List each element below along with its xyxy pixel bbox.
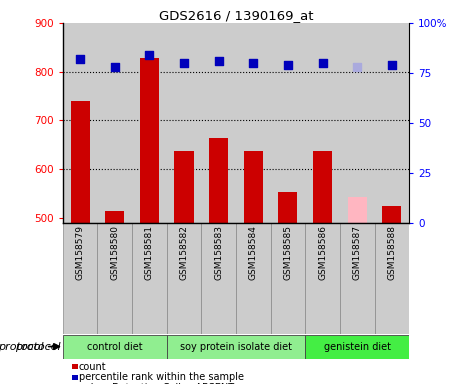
Bar: [236, 223, 271, 334]
Bar: [209, 139, 228, 223]
Text: GSM158583: GSM158583: [214, 225, 223, 280]
Bar: [140, 58, 159, 223]
Bar: [105, 210, 124, 223]
Bar: [174, 151, 193, 223]
Text: protocol: protocol: [15, 341, 60, 352]
Bar: [63, 23, 98, 223]
Bar: [279, 192, 298, 223]
Point: [250, 60, 257, 66]
Bar: [348, 197, 367, 223]
Text: GSM158588: GSM158588: [387, 225, 396, 280]
Bar: [132, 23, 166, 223]
Point: [319, 60, 326, 66]
Bar: [305, 23, 340, 223]
Text: GSM158580: GSM158580: [110, 225, 119, 280]
Point: [76, 56, 84, 62]
Bar: [305, 223, 340, 334]
Text: GSM158582: GSM158582: [179, 225, 188, 280]
Bar: [98, 23, 132, 223]
Bar: [71, 101, 90, 223]
Bar: [236, 23, 271, 223]
Bar: [374, 23, 409, 223]
Text: GSM158579: GSM158579: [76, 225, 85, 280]
Point: [284, 62, 292, 68]
Text: GSM158584: GSM158584: [249, 225, 258, 280]
Text: control diet: control diet: [87, 341, 143, 352]
Point: [111, 64, 119, 70]
Bar: [63, 334, 166, 359]
Bar: [340, 23, 374, 223]
Bar: [375, 223, 409, 334]
Bar: [167, 223, 201, 334]
Point: [353, 64, 361, 70]
Bar: [382, 206, 401, 223]
Title: GDS2616 / 1390169_at: GDS2616 / 1390169_at: [159, 9, 313, 22]
Bar: [63, 223, 98, 334]
Point: [146, 52, 153, 58]
Text: GSM158587: GSM158587: [353, 225, 362, 280]
Bar: [201, 23, 236, 223]
Bar: [313, 151, 332, 223]
Text: count: count: [79, 362, 106, 372]
Bar: [305, 334, 409, 359]
Point: [215, 58, 222, 64]
Text: percentile rank within the sample: percentile rank within the sample: [79, 372, 244, 382]
Point: [180, 60, 188, 66]
Bar: [132, 223, 166, 334]
Bar: [244, 151, 263, 223]
Text: soy protein isolate diet: soy protein isolate diet: [180, 341, 292, 352]
Text: genistein diet: genistein diet: [324, 341, 391, 352]
Bar: [167, 334, 305, 359]
Bar: [340, 223, 374, 334]
Bar: [98, 223, 132, 334]
Bar: [201, 223, 236, 334]
Text: GSM158585: GSM158585: [284, 225, 292, 280]
Text: value, Detection Call = ABSENT: value, Detection Call = ABSENT: [79, 383, 234, 384]
Text: protocol: protocol: [0, 341, 43, 352]
Text: GSM158586: GSM158586: [318, 225, 327, 280]
Bar: [271, 223, 305, 334]
Bar: [271, 23, 305, 223]
Text: GSM158581: GSM158581: [145, 225, 154, 280]
Point: [388, 62, 396, 68]
Bar: [166, 23, 201, 223]
